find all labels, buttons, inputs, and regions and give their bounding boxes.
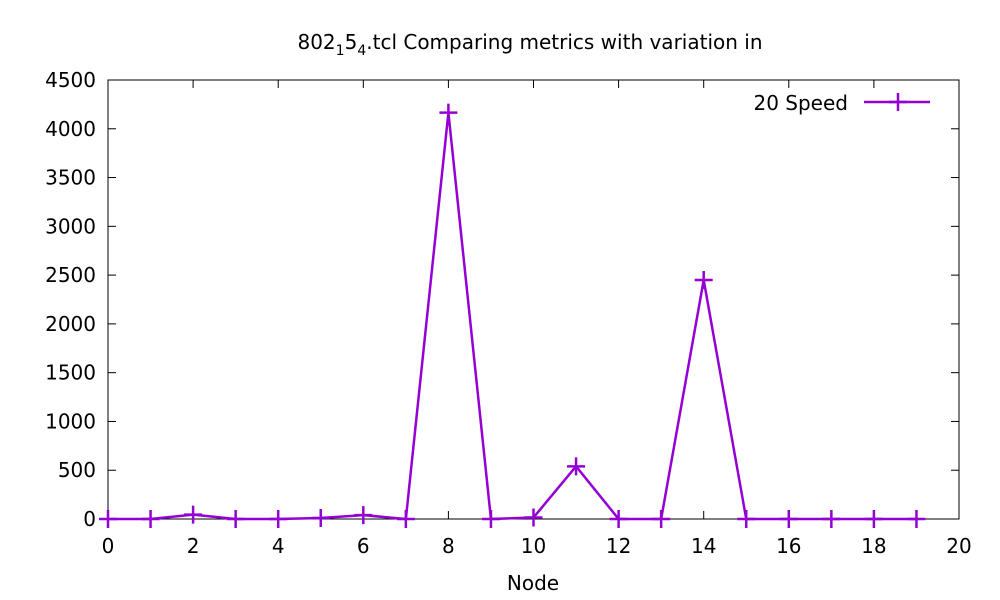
y-tick-label: 1500: [45, 361, 96, 385]
x-tick-label: 6: [357, 534, 370, 558]
x-tick-labels: 0 2 4 6 8 10 12 14 16 18 20: [102, 534, 972, 558]
x-tick-label: 8: [442, 534, 455, 558]
data-point-marker: [737, 510, 756, 528]
data-point-marker: [396, 510, 415, 528]
chart-title: 802154.tcl Comparing metrics with variat…: [297, 30, 762, 59]
y-tick-labels: 0 500 1000 1500 2000 2500 3000 3500 4000 4500: [45, 68, 96, 531]
y-tick-label: 3500: [45, 166, 96, 190]
x-tick-label: 4: [272, 534, 285, 558]
y-tick-label: 500: [58, 458, 96, 482]
y-tick-label: 1000: [45, 409, 96, 433]
series-line: [108, 111, 917, 521]
data-point-marker: [354, 506, 373, 525]
data-point-marker: [864, 510, 883, 528]
data-point-marker: [652, 510, 671, 528]
y-tick-label: 2500: [45, 263, 96, 287]
x-tick-label: 18: [861, 534, 886, 558]
data-point-marker: [226, 510, 245, 528]
x-tick-label: 14: [691, 534, 716, 558]
data-point-marker: [567, 457, 586, 476]
data-point-marker: [694, 270, 713, 289]
x-tick-label: 10: [521, 534, 546, 558]
series-group: [99, 103, 926, 528]
data-point-marker: [524, 508, 543, 527]
data-point-marker: [269, 510, 288, 528]
legend-label: 20 Speed: [753, 91, 848, 115]
data-point-marker: [907, 510, 926, 528]
data-point-marker: [822, 510, 841, 528]
data-point-marker: [779, 510, 798, 528]
data-point-marker: [311, 509, 330, 528]
y-tick-label: 2000: [45, 312, 96, 336]
x-tick-label: 16: [776, 534, 801, 558]
legend: 20 Speed: [753, 91, 930, 115]
y-tick-label: 4500: [45, 68, 96, 92]
y-tick-label: 3000: [45, 214, 96, 238]
plot-frame: [107, 79, 960, 520]
x-tick-label: 12: [606, 534, 631, 558]
data-point-marker: [439, 103, 458, 122]
data-point-marker: [184, 505, 203, 524]
legend-marker: [889, 93, 907, 111]
x-tick-label: 20: [946, 534, 971, 558]
data-point-marker: [141, 510, 160, 528]
y-tick-label: 4000: [45, 117, 96, 141]
axis-ticks: [107, 79, 960, 520]
data-point-marker: [99, 510, 117, 528]
x-tick-label: 2: [187, 534, 200, 558]
y-tick-label: 0: [83, 507, 96, 531]
data-point-marker: [609, 510, 628, 528]
data-point-marker: [481, 510, 500, 528]
x-axis-label: Node: [507, 571, 559, 595]
x-tick-label: 0: [102, 534, 115, 558]
